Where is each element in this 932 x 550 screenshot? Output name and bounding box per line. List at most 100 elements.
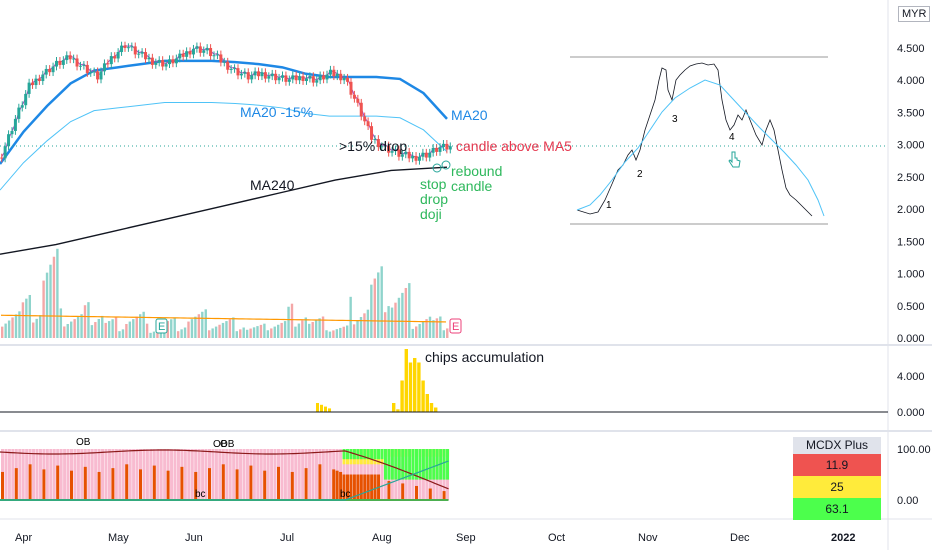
volume-bar — [342, 326, 345, 338]
mcdx-bar-pink — [63, 449, 67, 500]
candle-body — [96, 71, 100, 80]
candle-body — [44, 68, 48, 75]
candles — [0, 41, 452, 165]
volume-bar — [176, 331, 180, 338]
drop-word-label: drop — [420, 191, 448, 207]
mcdx-bar-pink — [73, 449, 77, 500]
mcdx-bar-green — [359, 449, 363, 460]
candle-body — [407, 151, 411, 159]
candle-body — [308, 76, 312, 79]
currency-badge[interactable]: MYR — [898, 6, 931, 22]
mcdx-bar-pink — [273, 449, 277, 500]
time-axis[interactable]: Apr May Jun Jul Aug Sep Oct Nov Dec 2022 — [15, 532, 855, 544]
inset-sketch — [570, 56, 828, 225]
price-tick-label: 3.000 — [897, 140, 925, 152]
volume-bar — [145, 323, 149, 338]
candle-body — [99, 71, 103, 80]
mcdx-bar-red — [363, 474, 367, 500]
mcdx-bar-red — [249, 465, 253, 500]
mcdx-bar-red — [14, 468, 18, 500]
candle-body — [55, 60, 58, 67]
chips-bars — [316, 349, 438, 412]
volume-bar — [266, 330, 270, 338]
chips-bar — [413, 358, 417, 412]
mcdx-bar-pink — [287, 449, 291, 500]
volume-bar — [277, 324, 280, 338]
candle-body — [147, 57, 151, 60]
mcdx-bar-pink — [314, 449, 318, 500]
earnings-marker[interactable]: E — [155, 318, 168, 334]
mcdx-bar-green — [349, 449, 353, 460]
volume-bar — [7, 320, 11, 338]
candle-body — [318, 75, 322, 81]
price-axis[interactable]: 4.500 4.000 3.500 3.000 2.500 2.000 1.500 1.000… — [897, 43, 931, 507]
mcdx-bar-pink — [380, 449, 384, 500]
volume-bar — [256, 326, 259, 338]
volume-bar — [366, 309, 370, 338]
candle-body — [294, 75, 298, 81]
mcdx-bar-pink — [25, 449, 29, 500]
mcdx-bar-red — [235, 469, 239, 500]
candle-body — [102, 63, 106, 72]
chips-bar — [417, 362, 421, 412]
chips-bar — [328, 408, 331, 412]
volume-bar — [380, 266, 383, 338]
volume-bar — [318, 318, 321, 338]
candle-body — [435, 147, 439, 152]
volume-bar — [428, 316, 432, 338]
price-tick-label: 4.000 — [897, 75, 925, 87]
chips-bar — [316, 403, 319, 412]
earnings-marker[interactable]: E — [449, 318, 462, 334]
candle-body — [339, 73, 343, 81]
candle-body — [287, 79, 291, 82]
chips-bar — [434, 407, 438, 412]
volume-bar — [214, 326, 218, 338]
volume-bar — [180, 329, 183, 338]
mcdx-bar-green — [428, 449, 432, 480]
volume-bar — [149, 332, 152, 338]
mcdx-bar-red — [166, 470, 170, 500]
mcdx-bar-pink — [239, 449, 243, 500]
volume-bar — [404, 287, 408, 338]
mcdx-bar-pink — [197, 449, 201, 500]
mcdx-bar-pink — [7, 449, 11, 500]
time-tick-label: Apr — [15, 532, 32, 544]
volume-bar — [118, 331, 121, 338]
volume-bar — [383, 312, 387, 338]
candle-body — [243, 72, 247, 74]
mcdx-bar-pink — [283, 449, 287, 500]
candle-body — [270, 73, 274, 77]
mcdx-bar-pink — [145, 449, 149, 500]
candle-body — [41, 74, 45, 82]
volume-bar — [328, 331, 332, 338]
volume-bar — [152, 331, 156, 338]
mcdx-bar-pink — [156, 449, 160, 500]
chips-tick-label: 0.000 — [897, 407, 925, 419]
candle-body — [253, 71, 257, 76]
candle-body — [322, 75, 326, 80]
volume-bar — [359, 317, 363, 338]
volume-bar — [125, 324, 128, 338]
mcdx-bar-pink — [149, 449, 153, 500]
volume-bar — [204, 309, 207, 338]
mcdx-bar-green — [418, 449, 422, 480]
time-tick-label: Nov — [638, 532, 658, 544]
volume-bar — [166, 321, 169, 338]
ob-label: OB — [213, 439, 228, 450]
volume-bar — [225, 321, 228, 338]
mcdx-bar-pink — [11, 449, 15, 500]
candle-body — [164, 64, 168, 67]
ma20-15-line — [0, 101, 448, 191]
mcdx-bar-pink — [256, 449, 260, 500]
chips-bar — [421, 380, 425, 412]
candle-body — [233, 68, 237, 70]
volume-bar — [45, 272, 49, 338]
candle-body — [92, 71, 96, 73]
candle-body — [448, 146, 452, 150]
volume-bars — [1, 248, 449, 338]
candle-body — [441, 143, 445, 148]
candle-body — [346, 77, 350, 82]
time-tick-label: Oct — [548, 532, 565, 544]
mcdx-bar-pink — [121, 449, 125, 500]
